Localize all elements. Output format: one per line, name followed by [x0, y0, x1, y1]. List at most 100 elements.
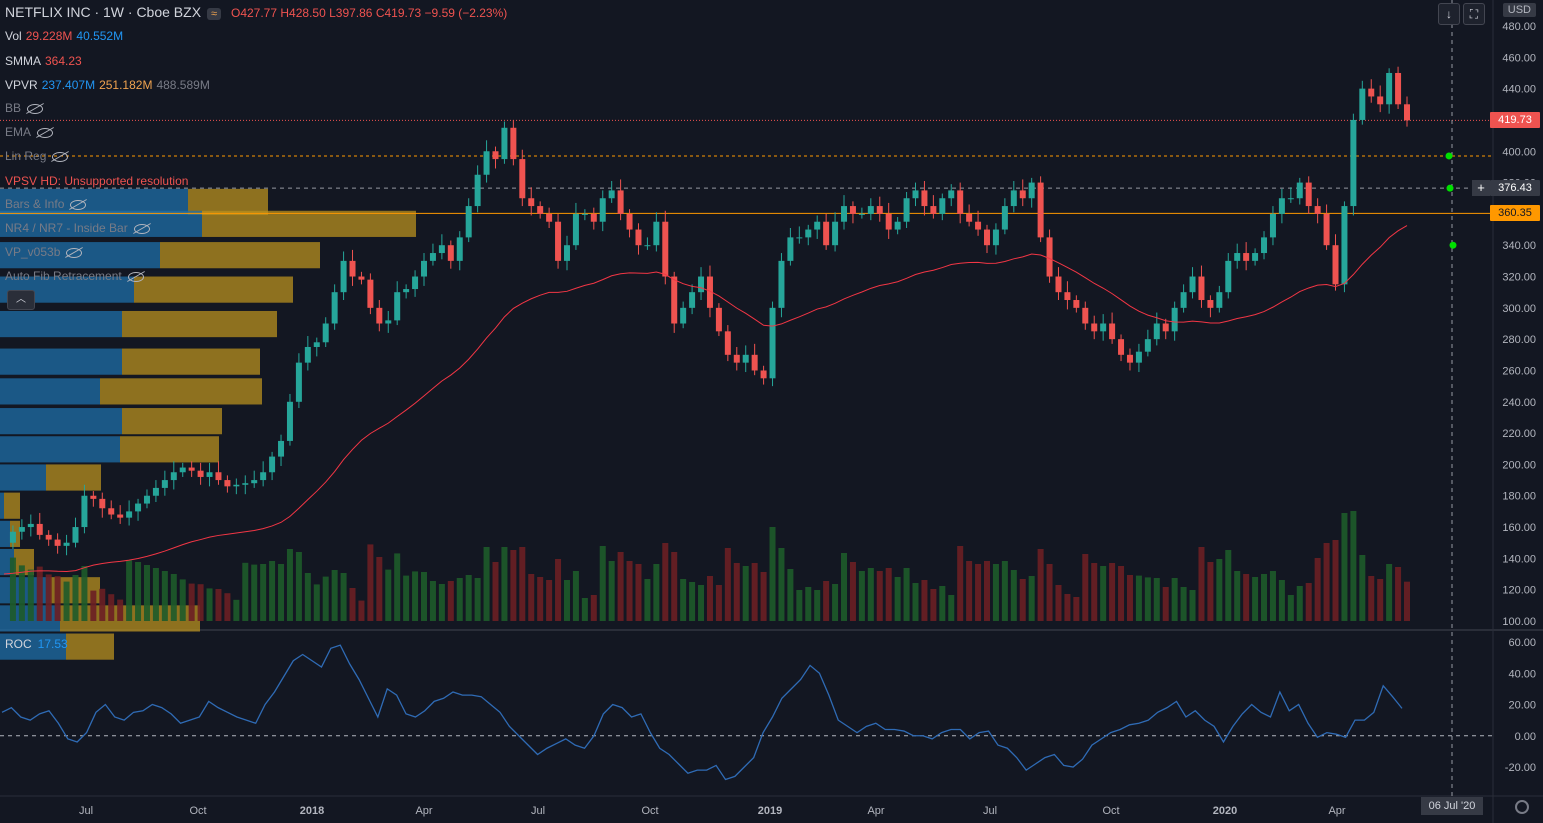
volume-bar — [823, 581, 830, 621]
volume-bar — [1278, 580, 1285, 621]
price-tick-label: 440.00 — [1502, 84, 1536, 96]
hidden-eye-icon[interactable] — [66, 247, 83, 258]
symbol-header[interactable]: NETFLIX INC · 1W · Cboe BZX ≈ O427.77 H42… — [5, 4, 507, 20]
roc-tick-label: 60.00 — [1508, 637, 1536, 649]
hidden-eye-icon[interactable] — [27, 103, 44, 114]
legend-vpvr[interactable]: VPVR 237.407M 251.182M 488.589M — [5, 78, 210, 92]
volume-profile-bar-down — [122, 408, 222, 435]
volume-bar — [1243, 574, 1250, 621]
volume-bar — [269, 561, 276, 621]
candle-body — [715, 307, 722, 332]
candle-body — [644, 245, 651, 247]
volume-bar — [769, 527, 776, 621]
volume-profile-bar-up — [0, 436, 120, 463]
volume-bar — [733, 563, 740, 621]
volume-bar — [805, 587, 812, 621]
candle-body — [447, 245, 454, 261]
volume-bar — [224, 593, 231, 621]
fullscreen-icon[interactable]: ⛶ — [1463, 3, 1485, 25]
volume-bar — [197, 584, 204, 621]
legend-linreg[interactable]: Lin Reg — [5, 148, 69, 164]
hidden-eye-icon[interactable] — [133, 223, 150, 234]
volume-profile-bar-up — [0, 492, 4, 519]
volume-bar — [1180, 587, 1187, 621]
volume-bar — [939, 586, 946, 621]
candle-body — [966, 213, 973, 222]
candle-body — [1323, 213, 1330, 246]
candle-body — [1037, 182, 1044, 238]
signal-dot — [1445, 152, 1453, 160]
volume-bar — [948, 595, 955, 621]
volume-profile-bar-down — [4, 492, 20, 519]
candle-body — [501, 127, 508, 160]
download-icon[interactable]: ↓ — [1438, 3, 1460, 25]
compare-pill[interactable]: ≈ — [207, 8, 222, 20]
candle-body — [224, 480, 231, 487]
volume-bar — [99, 588, 106, 621]
volume-bar — [841, 553, 848, 621]
candle-body — [295, 362, 302, 402]
candle-body — [1395, 72, 1402, 105]
volume-bar — [1162, 587, 1169, 621]
roc-tick-label: 0.00 — [1515, 731, 1536, 743]
volume-profile-bar-up — [0, 464, 46, 491]
candle-body — [492, 151, 499, 160]
volume-bar — [394, 553, 401, 621]
add-alert-icon[interactable]: + — [1472, 180, 1490, 196]
legend-ema[interactable]: EMA — [5, 124, 54, 140]
volume-bar — [135, 562, 142, 621]
volume-bar — [867, 568, 874, 621]
price-tick-label: 280.00 — [1502, 334, 1536, 346]
volume-bar — [1332, 540, 1339, 621]
candle-body — [975, 221, 982, 230]
legend-nr4[interactable]: NR4 / NR7 - Inside Bar — [5, 220, 150, 236]
candle-body — [1126, 354, 1133, 363]
hidden-eye-icon[interactable] — [70, 199, 87, 210]
volume-profile-bar-down — [66, 633, 114, 660]
price-tick-label: 140.00 — [1502, 553, 1536, 565]
legend-smma[interactable]: SMMA 364.23 — [5, 54, 82, 68]
volume-bar — [1287, 595, 1294, 621]
legend-autofib[interactable]: Auto Fib Retracement — [5, 268, 144, 284]
candle-body — [1305, 182, 1312, 207]
volume-profile-bar-down — [202, 210, 416, 237]
volume-bar — [36, 566, 43, 621]
collapse-legend-button[interactable]: ︿ — [7, 290, 35, 310]
candle-body — [429, 253, 436, 261]
settings-gear-icon[interactable] — [1515, 800, 1529, 814]
volume-bar — [814, 590, 821, 621]
hidden-eye-icon[interactable] — [127, 271, 144, 282]
legend-roc[interactable]: ROC 17.53 — [5, 637, 68, 651]
time-tick-label: Jul — [531, 805, 545, 817]
volume-bar — [179, 579, 186, 621]
legend-bb[interactable]: BB — [5, 100, 44, 116]
candle-body — [251, 480, 258, 484]
candle-body — [403, 289, 410, 293]
volume-bar — [1395, 567, 1402, 621]
volume-bar — [117, 599, 124, 621]
crosshair-price-label: 376.43 — [1490, 180, 1540, 196]
hidden-eye-icon[interactable] — [37, 127, 54, 138]
legend-vpsv[interactable]: VPSV HD: Unsupported resolution — [5, 174, 189, 188]
legend-vp[interactable]: VP_v053b — [5, 244, 83, 260]
volume-bar — [1126, 575, 1133, 621]
candle-body — [885, 213, 892, 230]
candle-body — [1144, 339, 1151, 352]
volume-profile-bar-up — [0, 188, 188, 216]
currency-label[interactable]: USD — [1502, 3, 1536, 17]
price-tick-label: 160.00 — [1502, 522, 1536, 534]
candle-body — [18, 527, 25, 532]
symbol-title[interactable]: NETFLIX INC · 1W · Cboe BZX — [5, 4, 202, 20]
candle-body — [233, 484, 240, 487]
candle-body — [1252, 253, 1259, 261]
hidden-eye-icon[interactable] — [52, 151, 69, 162]
candle-body — [483, 151, 490, 175]
volume-bar — [385, 569, 392, 621]
volume-bar — [474, 578, 481, 621]
candle-body — [340, 260, 347, 293]
volume-bar — [403, 575, 410, 621]
legend-bars-info[interactable]: Bars & Info — [5, 196, 87, 212]
candle-body — [331, 292, 338, 324]
legend-vol[interactable]: Vol 29.228M 40.552M — [5, 29, 124, 43]
